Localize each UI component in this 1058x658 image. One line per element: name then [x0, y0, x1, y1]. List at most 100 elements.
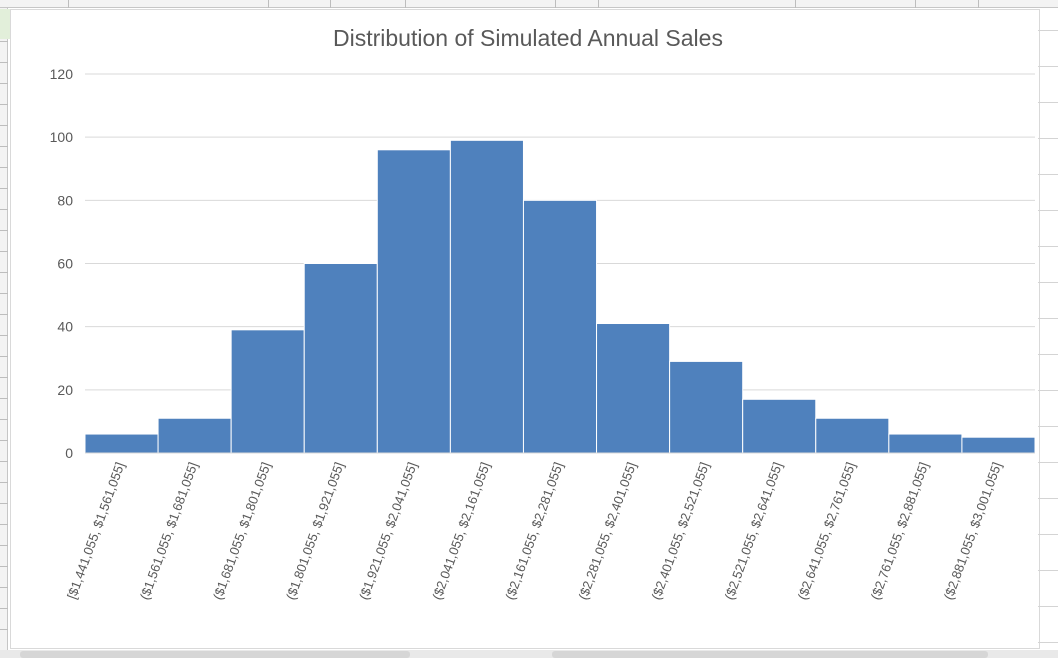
row-separator[interactable] — [0, 629, 8, 630]
column-separator[interactable] — [915, 0, 916, 8]
cell-gridline — [1038, 174, 1058, 175]
row-separator[interactable] — [0, 566, 8, 567]
row-separator[interactable] — [0, 146, 8, 147]
histogram-bar[interactable] — [888, 433, 963, 454]
x-axis-ticks: [$1,441,055, $1,561,055] ($1,561,055, $1,… — [64, 460, 1004, 602]
column-separator[interactable] — [978, 0, 979, 8]
x-tick-label: ($1,921,055, $2,041,055] — [356, 460, 420, 602]
row-header-strip[interactable] — [0, 8, 8, 658]
x-tick-label: ($2,401,055, $2,521,055] — [648, 460, 712, 602]
histogram-bar[interactable] — [157, 417, 232, 454]
y-tick-label: 40 — [57, 319, 73, 335]
row-separator[interactable] — [0, 440, 8, 441]
chart-title: Distribution of Simulated Annual Sales — [333, 25, 723, 51]
cell-gridline — [1038, 354, 1058, 355]
cell-gridline — [1038, 318, 1058, 319]
y-tick-label: 0 — [65, 445, 73, 461]
y-tick-label: 100 — [50, 129, 74, 145]
cell-gridline — [1038, 498, 1058, 499]
horizontal-scrollbar-left[interactable] — [20, 651, 410, 658]
histogram-bar[interactable] — [449, 139, 524, 454]
x-tick-label: ($1,561,055, $1,681,055] — [137, 460, 201, 602]
y-axis-ticks: 0 20 40 60 80 100 120 — [50, 66, 74, 461]
column-separator[interactable] — [598, 0, 599, 8]
x-tick-label: ($2,521,055, $2,641,055] — [721, 460, 785, 602]
column-separator[interactable] — [330, 0, 331, 8]
cell-gridline — [1038, 138, 1058, 139]
x-tick-label: ($1,681,055, $1,801,055] — [210, 460, 274, 602]
row-separator[interactable] — [0, 167, 8, 168]
horizontal-scrollbar-right[interactable] — [552, 651, 988, 658]
y-tick-label: 20 — [57, 382, 73, 398]
histogram-bar[interactable] — [84, 433, 159, 454]
histogram-bar[interactable] — [376, 149, 451, 454]
cell-gridline — [1038, 606, 1058, 607]
x-tick-label: ($2,761,055, $2,881,055] — [868, 460, 932, 602]
cell-gridline — [1038, 390, 1058, 391]
bar-series — [84, 139, 1036, 454]
row-separator[interactable] — [0, 356, 8, 357]
row-separator[interactable] — [0, 314, 8, 315]
column-separator[interactable] — [795, 0, 796, 8]
y-tick-label: 60 — [57, 256, 73, 272]
row-separator[interactable] — [0, 419, 8, 420]
histogram-chart: Distribution of Simulated Annual Sales 0… — [50, 25, 1036, 602]
cell-gridline — [1038, 30, 1058, 31]
cell-gridline — [1038, 642, 1058, 643]
row-separator[interactable] — [0, 230, 8, 231]
chart-area[interactable]: Distribution of Simulated Annual Sales 0… — [10, 9, 1040, 649]
cell-gridline — [1038, 102, 1058, 103]
cell-gridline — [1038, 534, 1058, 535]
row-separator[interactable] — [0, 251, 8, 252]
y-tick-label: 80 — [57, 192, 73, 208]
x-tick-label: [$1,441,055, $1,561,055] — [64, 460, 128, 601]
row-separator[interactable] — [0, 461, 8, 462]
histogram-bar[interactable] — [522, 199, 598, 454]
histogram-bar[interactable] — [303, 263, 378, 454]
histogram-bar[interactable] — [596, 323, 671, 454]
cell-gridline — [1038, 246, 1058, 247]
row-separator[interactable] — [0, 83, 8, 84]
column-separator[interactable] — [405, 0, 406, 8]
x-tick-label: ($2,881,055, $3,001,055] — [941, 460, 1005, 602]
row-separator[interactable] — [0, 293, 8, 294]
histogram-bar[interactable] — [669, 360, 744, 454]
x-tick-label: ($2,641,055, $2,761,055] — [795, 460, 859, 602]
histogram-bar[interactable] — [815, 417, 890, 454]
column-separator[interactable] — [268, 0, 269, 8]
x-tick-label: ($1,801,055, $1,921,055] — [283, 460, 347, 602]
row-separator[interactable] — [0, 545, 8, 546]
column-separator[interactable] — [68, 0, 69, 8]
row-separator[interactable] — [0, 272, 8, 273]
cell-gridline — [1038, 426, 1058, 427]
cell-gridline — [1038, 462, 1058, 463]
row-separator[interactable] — [0, 209, 8, 210]
selected-cell-highlight — [0, 9, 10, 39]
row-separator[interactable] — [0, 188, 8, 189]
x-tick-label: ($2,281,055, $2,401,055] — [575, 460, 639, 602]
row-separator[interactable] — [0, 125, 8, 126]
row-separator[interactable] — [0, 104, 8, 105]
sheet-bottom-strip — [0, 650, 1058, 658]
y-tick-label: 120 — [50, 66, 74, 82]
histogram-bar[interactable] — [230, 329, 305, 454]
cell-gridline — [1038, 66, 1058, 67]
row-separator[interactable] — [0, 524, 8, 525]
column-separator[interactable] — [555, 0, 556, 8]
histogram-bar[interactable] — [961, 436, 1036, 454]
row-separator[interactable] — [0, 503, 8, 504]
x-tick-label: ($2,161,055, $2,281,055] — [502, 460, 566, 602]
row-separator[interactable] — [0, 335, 8, 336]
row-separator[interactable] — [0, 608, 8, 609]
x-tick-label: ($2,041,055, $2,161,055] — [429, 460, 493, 602]
row-separator[interactable] — [0, 377, 8, 378]
cell-gridline — [1038, 282, 1058, 283]
row-separator[interactable] — [0, 482, 8, 483]
histogram-bar[interactable] — [742, 398, 817, 454]
cell-gridline — [1038, 210, 1058, 211]
row-separator[interactable] — [0, 587, 8, 588]
row-separator[interactable] — [0, 41, 8, 42]
column-header-strip[interactable] — [0, 0, 1058, 8]
row-separator[interactable] — [0, 62, 8, 63]
row-separator[interactable] — [0, 398, 8, 399]
